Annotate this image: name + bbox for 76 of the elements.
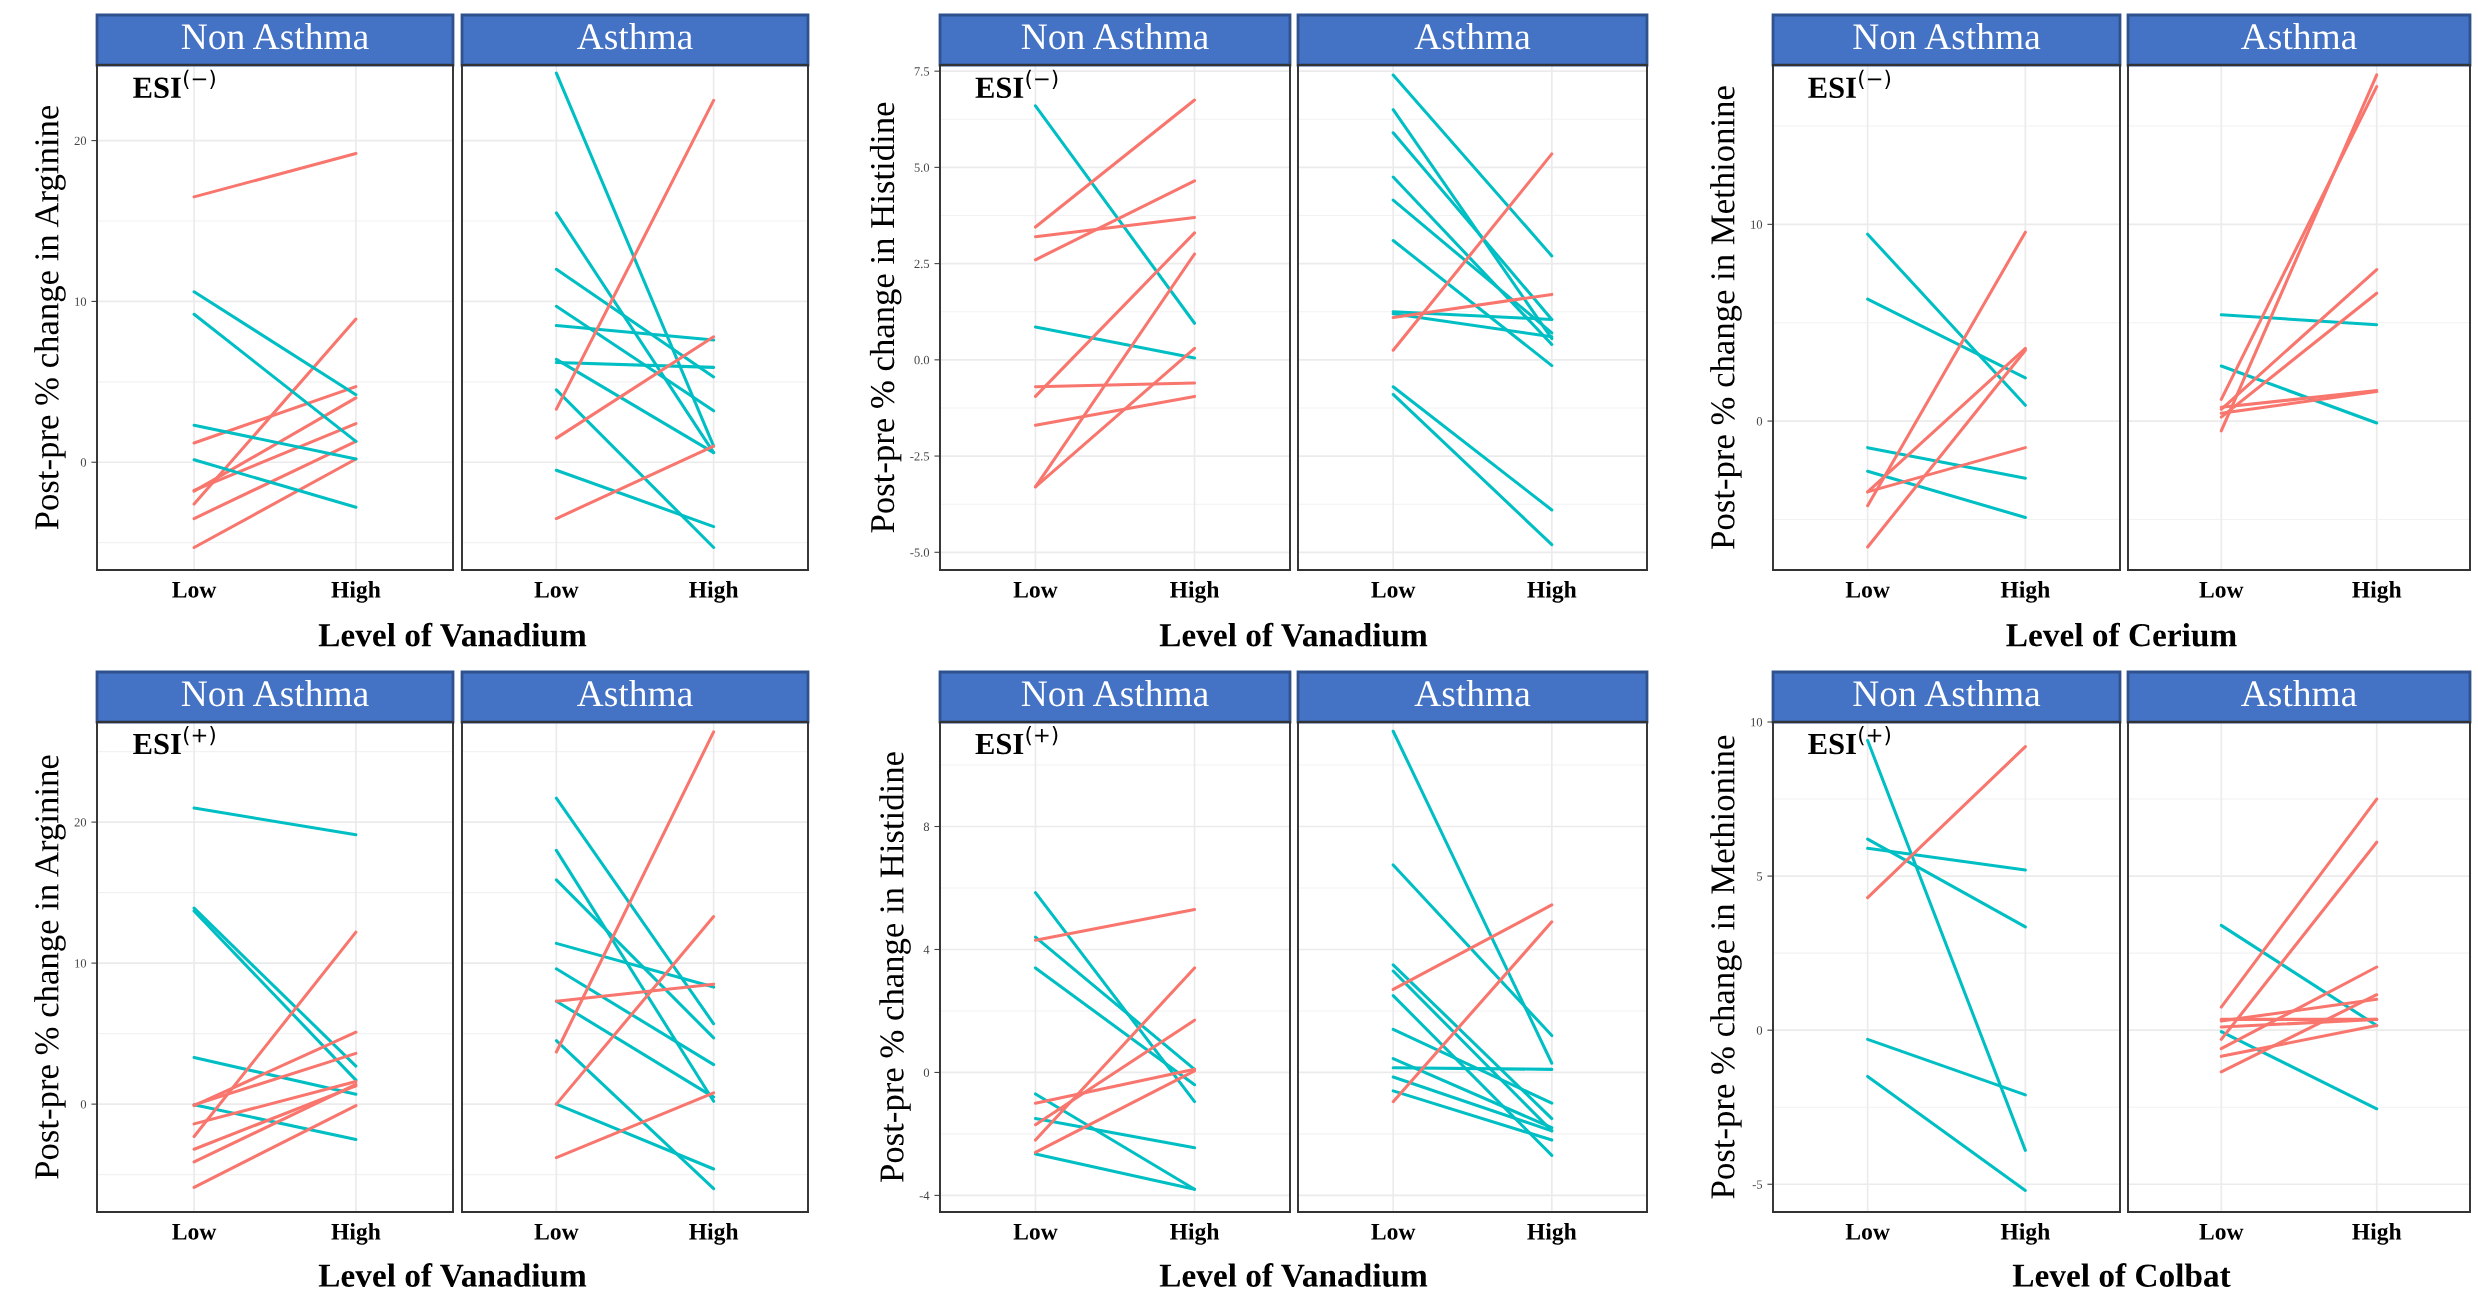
y-tick-label: 5: [1757, 872, 1763, 881]
annotation: ESI$^{(+)}$: [1808, 726, 1891, 755]
x-axis-title: Level of Vanadium: [1159, 622, 1428, 647]
y-axis-title: Post-pre % change in Methionine: [1710, 735, 1742, 1199]
x-tick-label: High: [689, 1223, 739, 1245]
x-axis-title: Level of Colbat: [2012, 1263, 2231, 1287]
x-tick-label: High: [2000, 1223, 2050, 1245]
y-tick-label: 10: [1751, 220, 1763, 229]
y-tick-label: 8: [923, 822, 930, 831]
y-tick-label: -5: [1752, 1180, 1763, 1189]
y-tick-label: 4: [923, 945, 930, 954]
x-axis-title: Level of Vanadium: [318, 1263, 587, 1288]
y-tick-label: 0: [1756, 1026, 1763, 1035]
x-tick-label: Low: [534, 582, 579, 598]
x-tick-label: Low: [1845, 1224, 1890, 1240]
y-axis-title: Post-pre % change in Histidine: [879, 752, 911, 1183]
chart-title: Non Asthma: [181, 23, 369, 50]
y-tick-label: 0.0: [914, 355, 930, 365]
y-tick-label: 20: [74, 136, 87, 146]
annotation: ESI$^{(+)}$: [975, 726, 1058, 755]
y-tick-label: 0: [80, 458, 87, 467]
annotation: ESI$^{(−)}$: [133, 69, 215, 99]
chart-title: Non Asthma: [1021, 680, 1209, 707]
y-tick-label: -2.5: [910, 452, 930, 461]
y-tick-label: 0: [80, 1100, 87, 1109]
y-tick-label: 2.5: [914, 259, 930, 269]
x-tick-label: High: [1527, 581, 1577, 603]
chart-title: Non Asthma: [181, 680, 369, 707]
annotation: ESI$^{(−)}$: [975, 69, 1058, 99]
x-tick-label: Low: [1013, 1224, 1058, 1240]
y-tick-label: 10: [75, 297, 87, 306]
y-axis-title: Post-pre % change in Arginine: [34, 755, 66, 1179]
y-tick-label: -4: [919, 1191, 930, 1200]
y-axis-title: Post-pre % change in Arginine: [34, 105, 66, 530]
x-tick-label: High: [2000, 581, 2050, 603]
x-tick-label: High: [1527, 1223, 1577, 1245]
x-tick-label: Low: [2199, 582, 2244, 598]
x-axis-title: Level of Vanadium: [1159, 1263, 1428, 1288]
y-tick-label: 5.0: [914, 163, 930, 172]
x-tick-label: Low: [1371, 1224, 1416, 1240]
y-tick-label: 7.5: [914, 67, 930, 76]
x-tick-label: High: [689, 581, 739, 603]
chart-title: Asthma: [577, 680, 693, 707]
x-tick-label: High: [1170, 581, 1220, 603]
chart-title: Asthma: [2241, 23, 2357, 50]
y-axis-title: Post-pre % change in Methionine: [1710, 86, 1742, 549]
chart-title: Non Asthma: [1021, 23, 1209, 50]
x-tick-label: Low: [1845, 582, 1890, 598]
annotation: ESI$^{(−)}$: [1808, 69, 1891, 99]
x-tick-label: Low: [172, 582, 217, 598]
chart-title: Non Asthma: [1853, 23, 2041, 50]
x-axis-title: Level of Vanadium: [318, 622, 587, 647]
annotation: ESI$^{(+)}$: [133, 726, 215, 755]
y-tick-label: -5.0: [910, 548, 930, 557]
x-tick-label: High: [2352, 581, 2402, 603]
y-tick-label: 20: [74, 818, 87, 827]
chart-title: Asthma: [577, 23, 693, 50]
x-tick-label: High: [1170, 1223, 1220, 1245]
y-tick-label: 10: [1751, 718, 1763, 727]
y-tick-label: 0: [1756, 417, 1763, 426]
chart-title: Asthma: [1414, 680, 1531, 707]
y-tick-label: 10: [75, 959, 87, 968]
x-tick-label: Low: [1371, 582, 1416, 598]
chart-title: Non Asthma: [1853, 680, 2041, 707]
x-tick-label: High: [331, 581, 381, 603]
x-tick-label: High: [331, 1223, 381, 1245]
x-tick-label: Low: [172, 1224, 217, 1240]
x-tick-label: Low: [2199, 1224, 2244, 1240]
chart-title: Asthma: [1414, 23, 1531, 50]
x-tick-label: High: [2352, 1223, 2402, 1245]
x-tick-label: Low: [534, 1224, 579, 1240]
x-axis-title: Level of Cerium: [2006, 622, 2237, 647]
chart-title: Asthma: [2241, 680, 2357, 707]
x-tick-label: Low: [1013, 582, 1058, 598]
y-axis-title: Post-pre % change in Histidine: [869, 102, 902, 533]
y-tick-label: 0: [923, 1068, 930, 1077]
